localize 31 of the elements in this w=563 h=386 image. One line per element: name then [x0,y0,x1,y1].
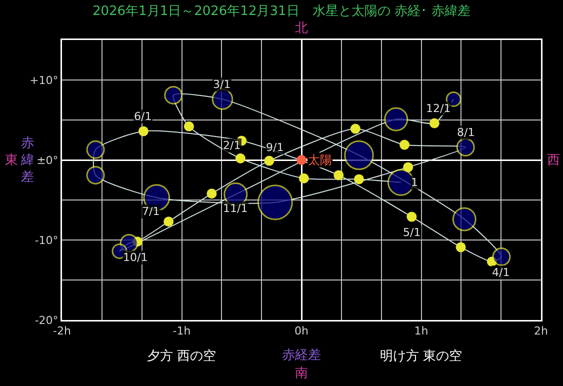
text: 明け方 東の空 [380,348,462,364]
annotation: 8/1 [457,126,475,139]
y-tick-label: -10° [34,234,58,247]
text: 北 [295,21,308,36]
y-tick-label: ±0° [36,154,58,167]
annotation: 11/1 [223,202,248,215]
annotation: 12/1 [426,102,451,115]
text: 南 [295,366,308,381]
annotation: 7/1 [142,205,160,218]
annotation: 4/1 [492,266,510,279]
series-label: 太陽 [308,153,332,167]
annotation: 3/1 [213,78,231,91]
x-tick-label: -2h [53,324,71,338]
y-axis-title: 赤緯差 [20,136,34,185]
annotation: 6/1 [134,110,152,123]
text: 夕方 西の空 [147,348,216,364]
annotation: 9/1 [266,141,284,154]
text: 西 [547,153,560,168]
y-tick-label: -20° [34,314,58,327]
x-tick-label: 0h [294,324,309,338]
y-tick-label: +10° [30,74,58,87]
text: 東 [5,153,18,168]
x-tick-label: 2h [534,324,548,338]
x-tick-label: 1h [414,324,428,338]
annotation: 1 [411,176,418,189]
x-tick-label: -1h [172,324,191,338]
annotation: 10/1 [123,251,148,264]
annotation: 5/1 [403,226,421,239]
annotation: 2/1 [223,139,241,152]
chart-title: 2026年1月1日～2026年12月31日 水星と太陽の 赤経･ 赤緯差 [92,4,471,19]
x-axis-title: 赤経差 [282,348,321,363]
